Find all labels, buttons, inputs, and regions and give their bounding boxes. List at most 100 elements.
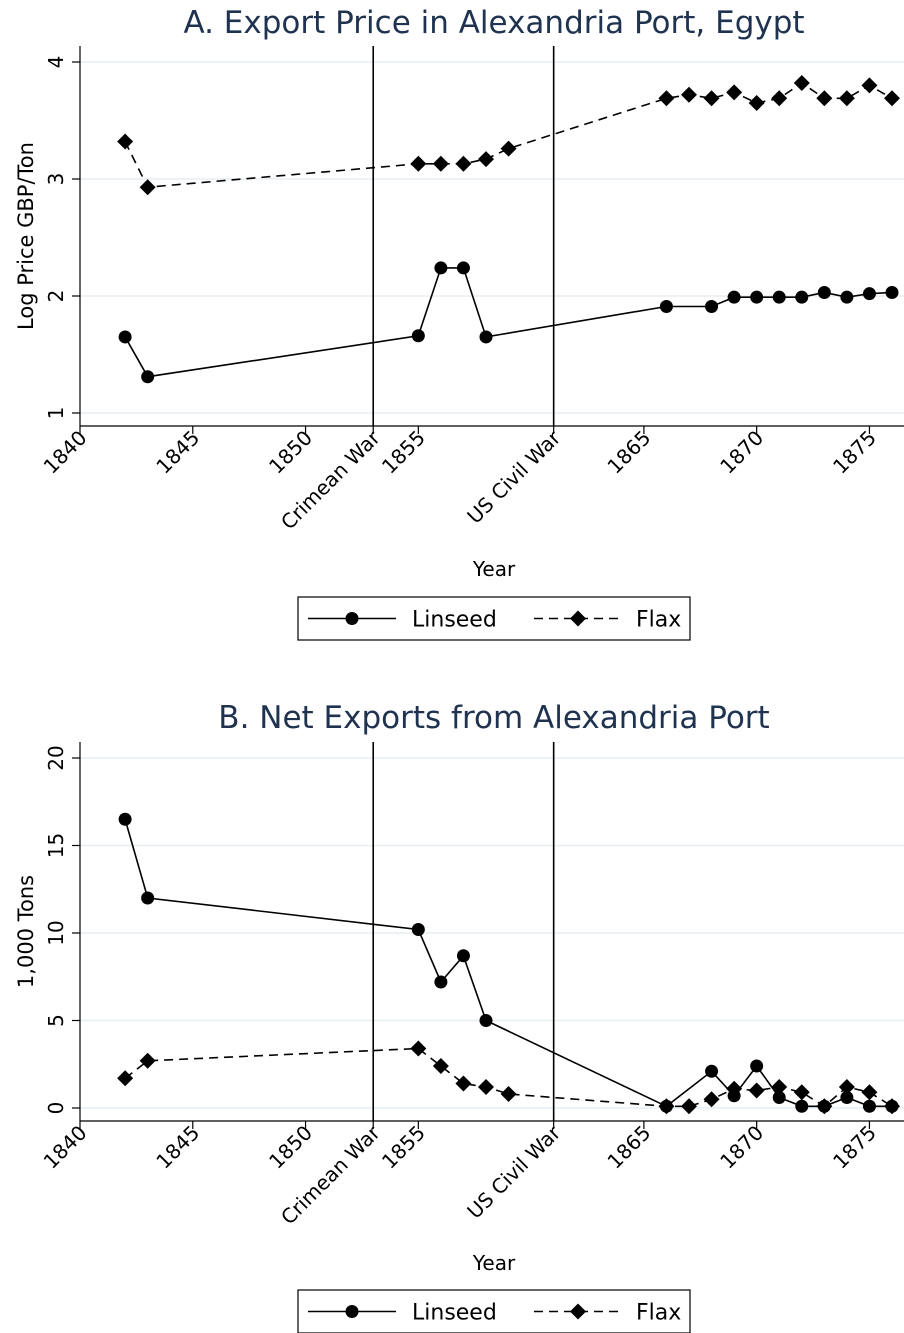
data-point-linseed xyxy=(862,287,876,301)
data-point-linseed xyxy=(705,300,719,314)
x-tick-label: 1845 xyxy=(151,1121,204,1174)
data-point-linseed xyxy=(727,290,741,304)
data-point-flax xyxy=(748,94,765,111)
data-point-linseed xyxy=(479,330,493,344)
y-tick-label: 0 xyxy=(44,1102,68,1115)
data-point-flax xyxy=(410,1040,427,1057)
data-point-flax xyxy=(455,155,472,172)
legend-marker-linseed xyxy=(345,1305,359,1318)
data-point-linseed xyxy=(456,949,470,963)
data-point-flax xyxy=(861,1084,878,1101)
x-tick-label: 1850 xyxy=(264,426,317,479)
data-point-linseed xyxy=(118,330,132,344)
data-point-linseed xyxy=(659,300,673,314)
data-point-flax xyxy=(771,1079,788,1095)
legend-label-flax: Flax xyxy=(636,1301,681,1326)
data-point-linseed xyxy=(705,1064,719,1078)
x-tick-label: 1845 xyxy=(151,426,204,479)
data-point-flax xyxy=(658,1098,675,1115)
series-line-linseed xyxy=(124,267,893,378)
data-point-linseed xyxy=(885,285,899,299)
legend-marker-linseed xyxy=(345,612,359,625)
y-tick-label: 15 xyxy=(44,833,68,858)
data-point-linseed xyxy=(862,1099,876,1113)
data-point-flax xyxy=(478,151,494,168)
data-point-flax xyxy=(884,1098,900,1115)
data-point-linseed xyxy=(434,261,448,275)
legend-label-linseed: Linseed xyxy=(412,1301,497,1326)
data-point-linseed xyxy=(772,1091,786,1104)
data-point-flax xyxy=(816,90,833,107)
data-point-linseed xyxy=(411,923,425,936)
y-axis-label: 1,000 Tons xyxy=(14,875,38,988)
data-point-flax xyxy=(793,75,810,92)
data-point-linseed xyxy=(772,290,786,304)
x-tick-label: 1870 xyxy=(715,426,768,479)
data-point-flax xyxy=(432,155,449,172)
data-point-flax xyxy=(681,86,697,103)
chart-title: A. Export Price in Alexandria Port, Egyp… xyxy=(183,5,804,41)
data-point-flax xyxy=(455,1075,472,1092)
panel-b-net-exports: B. Net Exports from Alexandria Port05101… xyxy=(14,700,904,1333)
data-point-flax xyxy=(726,84,743,101)
x-tick-label: 1855 xyxy=(377,1121,430,1174)
legend-marker-flax xyxy=(570,1303,586,1320)
data-point-linseed xyxy=(817,285,831,299)
data-point-flax xyxy=(117,133,134,150)
data-point-flax xyxy=(500,140,517,157)
x-tick-label: US Civil War xyxy=(462,1120,565,1223)
data-point-linseed xyxy=(434,975,448,989)
y-tick-label: 1 xyxy=(44,407,68,420)
y-axis-label: Log Price GBP/Ton xyxy=(14,142,38,330)
x-tick-label: 1875 xyxy=(828,1121,881,1174)
x-tick-label: 1840 xyxy=(39,426,92,479)
data-point-linseed xyxy=(456,261,470,275)
data-point-flax xyxy=(703,1091,720,1108)
data-point-flax xyxy=(816,1098,833,1115)
x-tick-label: 1870 xyxy=(715,1121,768,1174)
data-point-flax xyxy=(838,1079,855,1095)
x-axis-label: Year xyxy=(472,1251,516,1275)
x-tick-label: US Civil War xyxy=(462,425,565,528)
data-point-linseed xyxy=(840,1091,854,1104)
data-point-flax xyxy=(771,90,788,107)
data-point-flax xyxy=(432,1058,449,1074)
legend-label-flax: Flax xyxy=(636,608,681,633)
y-tick-label: 20 xyxy=(44,745,68,770)
data-point-linseed xyxy=(141,891,155,905)
data-point-flax xyxy=(139,179,156,196)
y-tick-label: 3 xyxy=(44,173,68,186)
data-point-flax xyxy=(861,77,878,94)
panel-a-export-price: A. Export Price in Alexandria Port, Egyp… xyxy=(14,5,904,641)
y-tick-label: 5 xyxy=(44,1014,68,1027)
data-point-linseed xyxy=(118,812,132,826)
x-tick-label: 1850 xyxy=(264,1121,317,1174)
x-tick-label: 1865 xyxy=(602,426,655,479)
x-axis-label: Year xyxy=(472,557,516,581)
x-tick-label: 1840 xyxy=(39,1121,92,1174)
data-point-linseed xyxy=(411,329,425,343)
y-tick-label: 10 xyxy=(44,920,68,945)
data-point-flax xyxy=(703,90,720,107)
x-tick-label: 1865 xyxy=(602,1121,655,1174)
legend-label-linseed: Linseed xyxy=(412,608,497,633)
data-point-flax xyxy=(726,1080,743,1097)
data-point-flax xyxy=(500,1086,517,1102)
data-point-flax xyxy=(681,1098,697,1115)
data-point-linseed xyxy=(840,290,854,304)
data-point-flax xyxy=(410,155,427,172)
data-point-linseed xyxy=(795,1099,809,1113)
data-point-linseed xyxy=(795,290,809,304)
y-tick-label: 2 xyxy=(44,290,68,303)
y-tick-label: 4 xyxy=(44,56,68,69)
data-point-linseed xyxy=(750,1059,764,1073)
data-point-flax xyxy=(139,1052,156,1069)
data-point-linseed xyxy=(141,370,155,384)
data-point-flax xyxy=(884,90,900,107)
data-point-flax xyxy=(117,1070,134,1087)
data-point-flax xyxy=(838,90,855,107)
data-point-linseed xyxy=(479,1014,493,1027)
legend-marker-flax xyxy=(570,610,586,627)
chart-title: B. Net Exports from Alexandria Port xyxy=(218,700,769,736)
